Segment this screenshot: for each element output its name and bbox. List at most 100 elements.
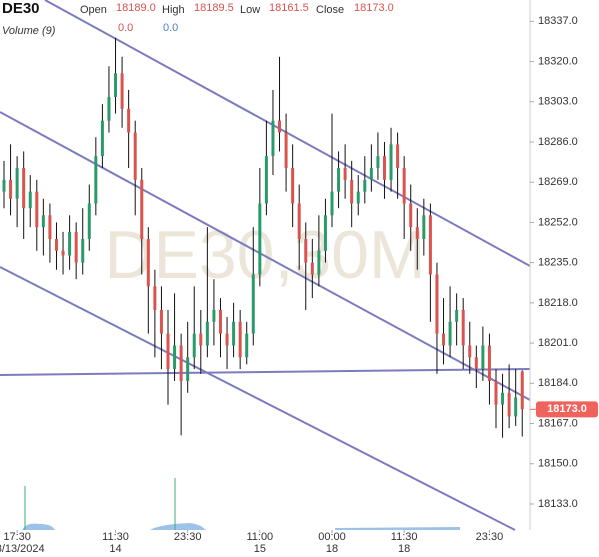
candle-body xyxy=(501,392,505,405)
candle-body xyxy=(442,333,446,346)
candle-body xyxy=(41,215,45,228)
candle-body xyxy=(363,179,367,192)
y-tick-label: 18269.0 xyxy=(538,176,578,188)
candle-body xyxy=(337,167,341,192)
candle-body xyxy=(376,156,380,168)
x-date-label: 18 xyxy=(398,543,410,555)
candle-body xyxy=(146,238,150,287)
candle-body xyxy=(218,309,222,334)
candle-body xyxy=(114,73,118,98)
y-tick-label: 18218.0 xyxy=(538,297,578,309)
candle-body xyxy=(245,333,249,358)
candle-body xyxy=(297,203,301,239)
volume-hump xyxy=(150,523,206,530)
y-tick-label: 18133.0 xyxy=(538,498,578,510)
candle-body xyxy=(94,156,98,204)
header-label: Low xyxy=(240,4,260,16)
y-tick-label: 18201.0 xyxy=(538,337,578,349)
candle-body xyxy=(15,167,19,199)
last-price-tag xyxy=(536,401,598,418)
candle-body xyxy=(382,156,386,180)
y-tick-label: 18184.0 xyxy=(538,377,578,389)
candle-body xyxy=(402,167,406,204)
candle-body xyxy=(22,167,26,209)
candle-body xyxy=(494,380,498,405)
candle-body xyxy=(173,345,177,370)
header-label: Close xyxy=(316,4,344,16)
candle-body xyxy=(415,227,419,239)
candle-body xyxy=(461,309,465,346)
candle-body xyxy=(422,215,426,239)
candle-body xyxy=(520,371,524,410)
candle-body xyxy=(159,309,163,334)
candle-body xyxy=(54,238,58,251)
candle-body xyxy=(330,191,334,216)
candle-body xyxy=(278,120,282,133)
candle-body xyxy=(199,333,203,346)
candle-body xyxy=(166,333,170,370)
y-tick-label: 18252.0 xyxy=(538,216,578,228)
last-price-label: 18173.0 xyxy=(547,403,587,415)
candle-body xyxy=(225,333,229,346)
x-tick-label: 11:30 xyxy=(102,531,129,543)
x-tick-label: 17:30 xyxy=(3,531,31,543)
candle-body xyxy=(81,238,85,263)
volume-value: 0.0 xyxy=(163,22,178,34)
x-tick-label: 23:30 xyxy=(174,531,202,543)
x-tick-label: 23:30 xyxy=(476,531,504,543)
trend-line xyxy=(0,368,531,376)
candle-body xyxy=(127,108,131,133)
candle-body xyxy=(28,191,32,209)
candle-body xyxy=(323,215,327,251)
candle-body xyxy=(2,179,6,192)
candle-body xyxy=(232,321,236,346)
candle-body xyxy=(514,397,518,417)
candle-body xyxy=(350,179,354,204)
header-label: Open xyxy=(80,4,107,16)
candle-body xyxy=(100,120,104,157)
candle-body xyxy=(409,203,413,228)
candle-body xyxy=(343,167,347,180)
candle-body xyxy=(389,144,393,180)
candle-body xyxy=(74,231,78,263)
candle-body xyxy=(507,392,511,417)
volume-area xyxy=(22,478,460,530)
candle-body xyxy=(258,203,262,275)
candle-body xyxy=(251,274,255,334)
y-tick-label: 18286.0 xyxy=(538,136,578,148)
candle-body xyxy=(271,120,275,157)
candle-body xyxy=(468,345,472,358)
candle-body xyxy=(205,321,209,346)
candle-body xyxy=(474,357,478,370)
candle-body xyxy=(448,321,452,346)
x-date-label: 03/13/2024 xyxy=(0,543,45,555)
y-tick-label: 18235.0 xyxy=(538,257,578,269)
trend-line xyxy=(0,266,516,531)
candle-body xyxy=(284,132,288,168)
header-value: 18161.5 xyxy=(269,2,309,14)
candle-body xyxy=(428,215,432,275)
candle-body xyxy=(61,250,65,256)
volume-hump xyxy=(335,527,460,530)
candle-body xyxy=(140,179,144,239)
candle-body xyxy=(487,345,491,381)
candle-body xyxy=(369,167,373,180)
candle-body xyxy=(396,144,400,168)
x-date-label: 18 xyxy=(326,543,338,555)
header-value: 18189.0 xyxy=(116,2,156,14)
y-tick-label: 18150.0 xyxy=(538,458,578,470)
candle-body xyxy=(107,97,111,121)
candle-body xyxy=(310,262,314,275)
trend-line xyxy=(0,111,531,401)
volume-label: Volume (9) xyxy=(2,25,56,37)
candle-body xyxy=(238,321,242,358)
symbol-title: DE30 xyxy=(2,0,40,17)
x-date-label: 15 xyxy=(254,543,266,555)
candle-body xyxy=(481,345,485,370)
header-label: High xyxy=(162,4,185,16)
header-value: 18173.0 xyxy=(354,2,394,14)
x-tick-label: 11:30 xyxy=(391,531,418,543)
x-date-label: 14 xyxy=(109,543,121,555)
candle-body xyxy=(317,250,321,275)
